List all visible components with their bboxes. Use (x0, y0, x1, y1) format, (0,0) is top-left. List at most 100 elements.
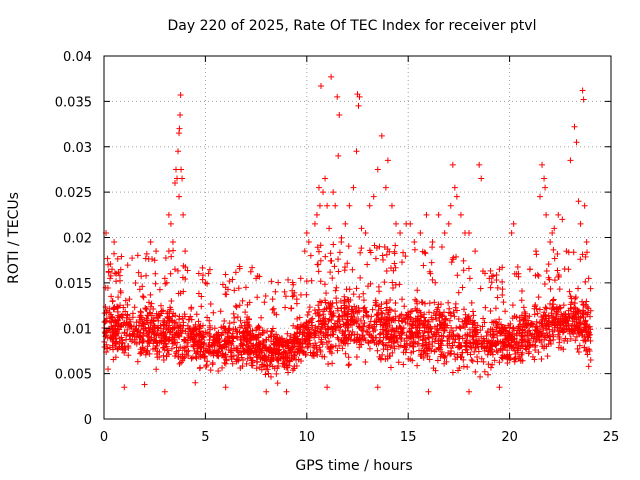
data-point (165, 336, 172, 343)
data-point (358, 225, 365, 232)
data-point (585, 305, 592, 312)
data-point (430, 309, 437, 316)
data-point (253, 353, 260, 360)
data-point (529, 341, 536, 348)
data-point (522, 343, 529, 350)
data-point (176, 360, 183, 367)
data-point (326, 225, 333, 232)
data-point (485, 361, 492, 368)
data-point (428, 314, 435, 321)
data-point (357, 249, 364, 256)
data-point (486, 339, 493, 346)
data-point (525, 350, 532, 357)
data-point (153, 350, 160, 357)
data-point (335, 152, 342, 159)
data-point (342, 350, 349, 357)
data-point (223, 343, 230, 350)
data-point (128, 323, 135, 330)
data-point (341, 299, 348, 306)
data-point (427, 270, 434, 277)
data-point (542, 184, 549, 191)
data-point (576, 319, 583, 326)
data-point (435, 211, 442, 218)
data-point (353, 285, 360, 292)
data-point (177, 92, 184, 99)
data-point (159, 344, 166, 351)
data-point (493, 347, 500, 354)
data-point (225, 327, 232, 334)
data-point (289, 293, 296, 300)
data-point (350, 291, 357, 298)
data-point (420, 262, 427, 269)
data-point (275, 279, 282, 286)
data-point (570, 249, 577, 256)
data-point (125, 352, 132, 359)
data-point (180, 211, 187, 218)
data-point (286, 358, 293, 365)
data-point (538, 324, 545, 331)
data-point (190, 331, 197, 338)
data-point (565, 320, 572, 327)
data-point (178, 166, 185, 173)
data-point (152, 280, 159, 287)
data-point (510, 220, 517, 227)
data-point (421, 249, 428, 256)
data-point (494, 284, 501, 291)
data-point (344, 260, 351, 267)
data-point (556, 286, 563, 293)
data-point (278, 341, 285, 348)
data-point (345, 296, 352, 303)
data-point (531, 305, 538, 312)
data-point (478, 175, 485, 182)
data-point (305, 319, 312, 326)
data-point (184, 322, 191, 329)
data-point (574, 345, 581, 352)
data-point (317, 82, 324, 89)
data-point (289, 279, 296, 286)
data-point (303, 291, 310, 298)
data-point (104, 285, 111, 292)
data-point (107, 329, 114, 336)
data-point (543, 268, 550, 275)
data-point (395, 343, 402, 350)
data-point (226, 278, 233, 285)
data-point (169, 239, 176, 246)
data-point (481, 319, 488, 326)
data-point (551, 277, 558, 284)
data-point (506, 356, 513, 363)
data-point (131, 333, 138, 340)
data-point (414, 329, 421, 336)
data-point (346, 361, 353, 368)
data-point (108, 293, 115, 300)
data-point (419, 342, 426, 349)
data-point (525, 320, 532, 327)
data-point (132, 279, 139, 286)
data-point (421, 317, 428, 324)
data-point (222, 384, 229, 391)
data-point (362, 307, 369, 314)
data-point (434, 357, 441, 364)
data-point (397, 229, 404, 236)
data-point (522, 329, 529, 336)
data-point (135, 269, 142, 276)
data-point (391, 250, 398, 257)
data-point (323, 339, 330, 346)
data-point (390, 267, 397, 274)
data-point (207, 350, 214, 357)
data-point (206, 343, 213, 350)
data-point (200, 348, 207, 355)
data-point (486, 275, 493, 282)
data-point (419, 299, 426, 306)
data-point (124, 262, 131, 269)
data-point (248, 362, 255, 369)
data-point (485, 348, 492, 355)
data-point (137, 309, 144, 316)
data-point (107, 275, 114, 282)
data-point (327, 308, 334, 315)
data-point (377, 330, 384, 337)
data-point (221, 325, 228, 332)
data-point (145, 299, 152, 306)
data-point (496, 384, 503, 391)
data-point (291, 363, 298, 370)
data-point (468, 299, 475, 306)
